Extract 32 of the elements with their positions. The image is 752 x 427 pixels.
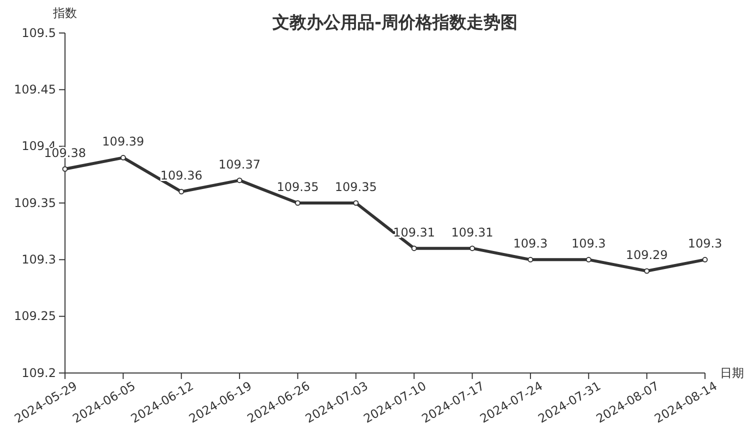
y-tick-label: 109.45: [14, 82, 56, 97]
data-label: 109.39: [102, 134, 144, 149]
point: [586, 256, 592, 262]
data-label: 109.35: [334, 180, 377, 194]
y-axis-title: 指数: [52, 6, 77, 20]
data-label: 109.3: [513, 236, 548, 251]
point: [236, 178, 242, 184]
y-tick-label: 109.2: [22, 366, 56, 380]
data-label: 109.31: [393, 225, 436, 240]
data-label: 109.29: [626, 248, 668, 262]
y-tick-label: 109.25: [14, 309, 56, 324]
data-label: 109.35: [276, 180, 319, 194]
y-tick-label: 109.35: [14, 196, 56, 210]
point: [294, 200, 300, 206]
data-label: 109.31: [451, 225, 494, 240]
data-label: 109.3: [688, 236, 722, 251]
point: [411, 246, 417, 252]
point: [528, 256, 534, 262]
x-axis-title: 日期: [720, 366, 744, 380]
y-tick-label: 109.5: [22, 26, 56, 40]
chart-title: 文教办公用品-周价格指数走势图: [271, 13, 518, 33]
point: [178, 188, 184, 194]
data-label: 109.37: [218, 157, 261, 172]
point: [353, 200, 359, 206]
point: [120, 154, 126, 160]
point: [62, 166, 68, 172]
y-tick-label: 109.3: [22, 252, 56, 267]
data-label: 109.36: [160, 168, 202, 183]
data-label: 109.3: [571, 236, 606, 251]
point: [470, 246, 476, 252]
point: [644, 268, 650, 274]
point: [702, 256, 708, 262]
